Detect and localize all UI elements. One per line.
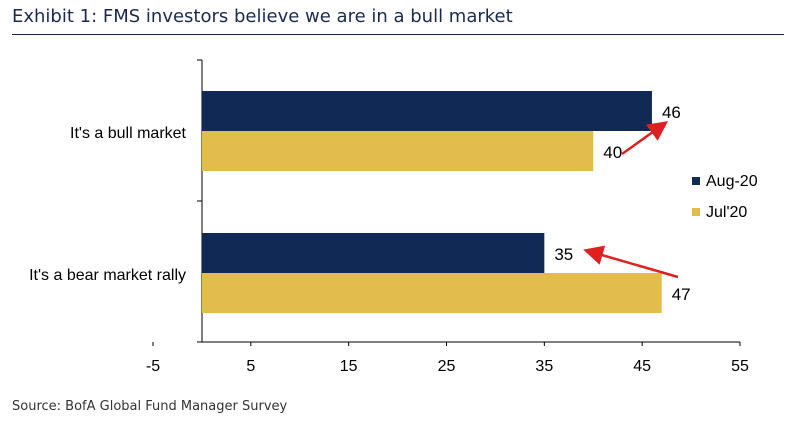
- legend-label: Aug-20: [706, 173, 758, 190]
- source-note: Source: BofA Global Fund Manager Survey: [12, 399, 288, 414]
- x-tick-label: 45: [633, 358, 651, 375]
- data-label: 47: [672, 285, 691, 304]
- category-label: It's a bear market rally: [29, 267, 186, 284]
- data-label: 46: [662, 103, 681, 122]
- category-label: It's a bull market: [70, 125, 187, 142]
- x-tick-label: 25: [438, 358, 456, 375]
- bar-jul-20: [202, 273, 662, 313]
- data-label: 35: [554, 245, 573, 264]
- bar-aug-20: [202, 91, 652, 131]
- x-tick-label: 35: [535, 358, 553, 375]
- data-label: 40: [603, 143, 622, 162]
- bar-jul-20: [202, 131, 594, 171]
- title-divider: [12, 34, 784, 35]
- legend-swatch: [692, 208, 700, 216]
- x-tick-label: 15: [340, 358, 358, 375]
- x-tick-label: -5: [146, 358, 160, 375]
- bar-aug-20: [202, 233, 545, 273]
- chart-title: Exhibit 1: FMS investors believe we are …: [12, 6, 513, 27]
- change-arrow: [621, 121, 669, 156]
- change-arrow: [583, 245, 679, 279]
- legend-label: Jul'20: [706, 204, 747, 221]
- x-tick-label: 5: [246, 358, 255, 375]
- x-tick-label: 55: [731, 358, 749, 375]
- bar-chart: -5 5 15 25 35 45 55 It's a bull market 46 40 It's …: [29, 59, 758, 375]
- legend-swatch: [692, 177, 700, 185]
